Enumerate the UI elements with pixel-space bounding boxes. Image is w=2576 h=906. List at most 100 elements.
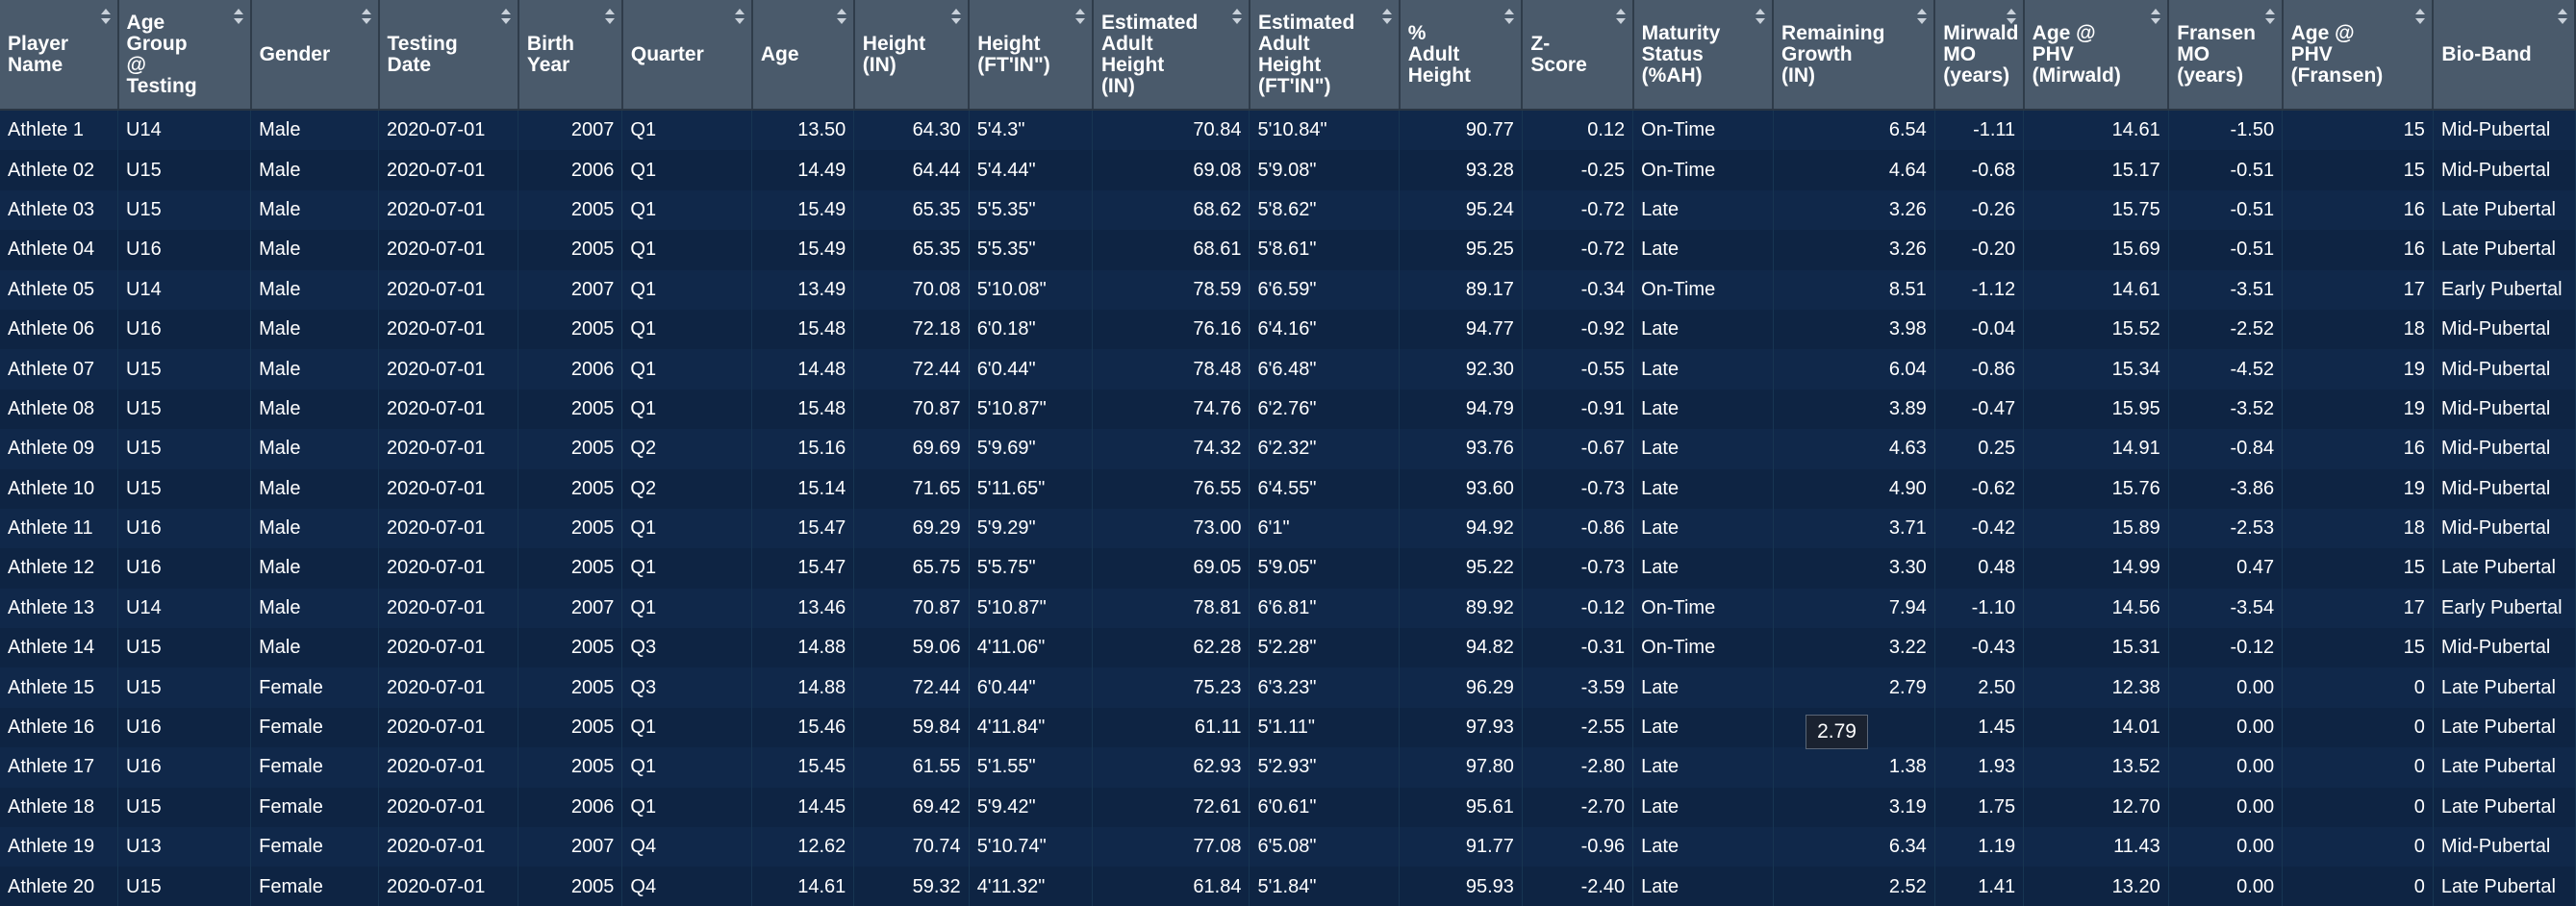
sort-arrows-icon[interactable]	[1231, 8, 1243, 25]
cell-age-group: U15	[117, 389, 252, 430]
cell-age-phv-fransen: 17	[2282, 269, 2434, 310]
sort-arrows-icon[interactable]	[2006, 8, 2017, 25]
cell-quarter: Q1	[621, 269, 753, 310]
table-row[interactable]: Athlete 05 U14 Male 2020-07-01 2007 Q1 13.49 70…	[0, 269, 2576, 310]
sort-arrows-icon[interactable]	[1755, 8, 1766, 25]
cell-z-score: -0.67	[1522, 429, 1634, 469]
cell-z-score: 0.12	[1522, 110, 1634, 151]
cell-height-ftin: 5'4.44"	[969, 150, 1094, 190]
sort-arrows-icon[interactable]	[1503, 8, 1515, 25]
column-header-mirwald-mo[interactable]: Mirwald MO (years)	[1934, 0, 2025, 111]
table-row[interactable]: Athlete 20 U15 Female 2020-07-01 2005 Q4 14.61…	[0, 867, 2576, 906]
cell-z-score: -0.25	[1522, 150, 1634, 190]
cell-pct-adult-height: 89.92	[1399, 588, 1523, 629]
cell-z-score: -2.80	[1522, 747, 1634, 788]
cell-fransen-mo: -3.51	[2168, 269, 2284, 310]
sort-arrows-icon[interactable]	[950, 8, 962, 25]
cell-height-in: 72.44	[853, 349, 970, 390]
cell-gender: Female	[250, 867, 380, 906]
cell-mirwald-mo: -0.42	[1934, 508, 2025, 549]
sort-arrows-icon[interactable]	[361, 8, 372, 25]
sort-arrows-icon[interactable]	[1615, 8, 1627, 25]
table-row[interactable]: Athlete 12 U16 Male 2020-07-01 2005 Q1 15.47 65…	[0, 548, 2576, 589]
column-header-gender[interactable]: Gender	[250, 0, 380, 111]
cell-player-name: Athlete 14	[0, 628, 119, 668]
column-header-testing-date[interactable]: Testing Date	[378, 0, 519, 111]
cell-quarter: Q4	[621, 867, 753, 906]
column-header-z-score[interactable]: Z- Score	[1522, 0, 1634, 111]
table-row[interactable]: Athlete 07 U15 Male 2020-07-01 2006 Q1 14.48 72…	[0, 349, 2576, 390]
table-row[interactable]: Athlete 09 U15 Male 2020-07-01 2005 Q2 15.16 69…	[0, 429, 2576, 469]
column-header-birth-year[interactable]: Birth Year	[518, 0, 623, 111]
column-header-remaining-growth[interactable]: Remaining Growth (IN)	[1773, 0, 1936, 111]
cell-z-score: -0.86	[1522, 508, 1634, 549]
cell-height-ftin: 5'4.3"	[969, 110, 1094, 151]
cell-player-name: Athlete 16	[0, 707, 119, 748]
sort-arrows-icon[interactable]	[1074, 8, 1086, 25]
table-row[interactable]: Athlete 13 U14 Male 2020-07-01 2007 Q1 13.46 70…	[0, 588, 2576, 629]
cell-age-group: U16	[117, 548, 252, 589]
sort-arrows-icon[interactable]	[2150, 8, 2161, 25]
table-row[interactable]: Athlete 16 U16 Female 2020-07-01 2005 Q1 15.46…	[0, 707, 2576, 748]
cell-birth-year: 2005	[518, 429, 623, 469]
column-header-age-phv-fransen[interactable]: Age @ PHV (Fransen)	[2282, 0, 2435, 111]
column-header-pct-adult-height[interactable]: % Adult Height	[1399, 0, 1524, 111]
cell-z-score: -0.73	[1522, 548, 1634, 589]
table-row[interactable]: Athlete 14 U15 Male 2020-07-01 2005 Q3 14.88 59…	[0, 628, 2576, 668]
table-row[interactable]: Athlete 04 U16 Male 2020-07-01 2005 Q1 15.49 65…	[0, 230, 2576, 270]
cell-est-adult-height-in: 73.00	[1092, 508, 1250, 549]
sort-arrows-icon[interactable]	[1381, 8, 1393, 25]
sort-arrows-icon[interactable]	[2557, 8, 2568, 25]
cell-testing-date: 2020-07-01	[378, 508, 519, 549]
column-header-bio-band[interactable]: Bio-Band	[2433, 0, 2576, 111]
cell-fransen-mo: 0.00	[2168, 667, 2284, 708]
sort-arrows-icon[interactable]	[233, 8, 244, 25]
cell-height-ftin: 5'10.87"	[969, 588, 1094, 629]
table-row[interactable]: Athlete 06 U16 Male 2020-07-01 2005 Q1 15.48 72…	[0, 309, 2576, 350]
sort-arrows-icon[interactable]	[2414, 8, 2426, 25]
cell-pct-adult-height: 94.77	[1399, 309, 1523, 350]
sort-arrows-icon[interactable]	[734, 8, 745, 25]
table-row[interactable]: Athlete 08 U15 Male 2020-07-01 2005 Q1 15.48 70…	[0, 389, 2576, 430]
cell-age-phv-fransen: 18	[2282, 309, 2434, 350]
table-row[interactable]: Athlete 19 U13 Female 2020-07-01 2007 Q4 12.62…	[0, 827, 2576, 868]
column-header-quarter[interactable]: Quarter	[621, 0, 753, 111]
table-row[interactable]: Athlete 03 U15 Male 2020-07-01 2005 Q1 15.49 65…	[0, 189, 2576, 231]
table-row[interactable]: Athlete 02 U15 Male 2020-07-01 2006 Q1 14.49 64…	[0, 150, 2576, 190]
column-header-age[interactable]: Age	[751, 0, 855, 111]
sort-arrows-icon[interactable]	[500, 8, 512, 25]
sort-arrows-icon[interactable]	[836, 8, 847, 25]
column-header-height-ftin[interactable]: Height (FT'IN")	[969, 0, 1094, 111]
column-header-est-adult-height-in[interactable]: Estimated Adult Height (IN)	[1092, 0, 1250, 111]
sort-arrows-icon[interactable]	[604, 8, 616, 25]
sort-arrows-icon[interactable]	[100, 8, 112, 25]
column-header-fransen-mo[interactable]: Fransen MO (years)	[2168, 0, 2284, 111]
column-header-height-in[interactable]: Height (IN)	[853, 0, 971, 111]
column-header-age-group[interactable]: Age Group @ Testing	[117, 0, 252, 111]
table-row[interactable]: Athlete 18 U15 Female 2020-07-01 2006 Q1 14.45…	[0, 787, 2576, 828]
column-header-player-name[interactable]: Player Name	[0, 0, 119, 111]
cell-mirwald-mo: 1.19	[1934, 827, 2025, 868]
cell-gender: Male	[250, 349, 380, 390]
cell-bio-band: Mid-Pubertal	[2433, 508, 2576, 549]
column-header-maturity-status[interactable]: Maturity Status (%AH)	[1632, 0, 1775, 111]
column-header-age-phv-mirwald[interactable]: Age @ PHV (Mirwald)	[2023, 0, 2170, 111]
table-row[interactable]: Athlete 11 U16 Male 2020-07-01 2005 Q1 15.47 69…	[0, 508, 2576, 549]
cell-est-adult-height-ftin: 5'1.11"	[1249, 707, 1401, 748]
cell-testing-date: 2020-07-01	[378, 468, 519, 509]
table-header: Player Name Age Group @ Testing Gender Test…	[0, 0, 2576, 111]
table-row[interactable]: Athlete 15 U15 Female 2020-07-01 2005 Q3 14.88…	[0, 667, 2576, 708]
cell-testing-date: 2020-07-01	[378, 110, 519, 151]
cell-gender: Male	[250, 468, 380, 509]
sort-arrows-icon[interactable]	[1916, 8, 1928, 25]
table-row[interactable]: Athlete 10 U15 Male 2020-07-01 2005 Q2 15.14 71…	[0, 468, 2576, 509]
cell-age-group: U15	[117, 628, 252, 668]
column-header-est-adult-height-ftin[interactable]: Estimated Adult Height (FT'IN")	[1249, 0, 1401, 111]
cell-bio-band: Late Pubertal	[2433, 867, 2576, 906]
sort-arrows-icon[interactable]	[2264, 8, 2276, 25]
cell-maturity-status: Late	[1632, 747, 1774, 788]
table-row[interactable]: Athlete 1 U14 Male 2020-07-01 2007 Q1 13.50 64.…	[0, 110, 2576, 151]
cell-est-adult-height-ftin: 6'2.76"	[1249, 389, 1401, 430]
cell-mirwald-mo: -0.68	[1934, 150, 2025, 190]
table-row[interactable]: Athlete 17 U16 Female 2020-07-01 2005 Q1 15.45…	[0, 747, 2576, 788]
